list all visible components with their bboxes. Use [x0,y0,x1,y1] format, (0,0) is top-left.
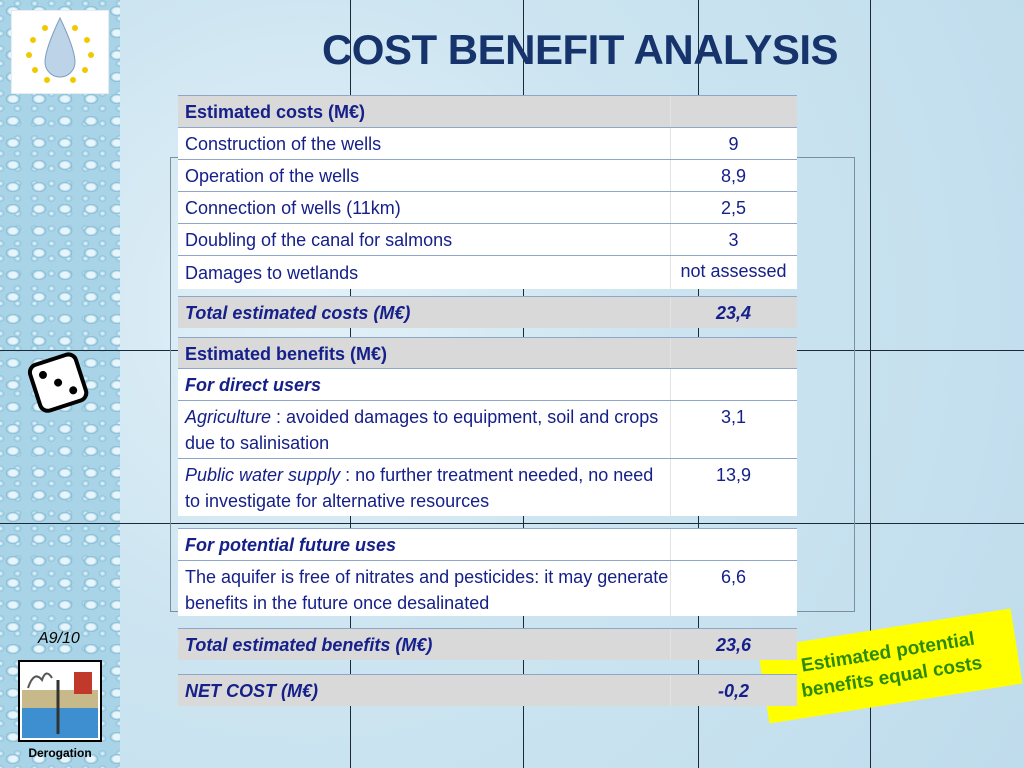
column-separator [670,529,671,560]
row-label: Estimated costs (M€) [185,99,670,125]
label-text: Construction of the wells [185,134,382,154]
row-label: Public water supply : no further treatme… [185,462,670,514]
table-row: Operation of the wells 8,9 [178,159,797,191]
label-text: : no further treatment needed, no need t… [185,465,654,511]
table-row: Construction of the wells 9 [178,127,797,159]
column-separator [670,629,671,660]
label-text: For potential future uses [185,535,397,555]
column-separator [670,459,671,516]
table-row: Doubling of the canal for salmons 3 [178,223,797,255]
label-text: Estimated costs (M€) [185,102,366,122]
row-label: Estimated benefits (M€) [185,341,670,367]
row-value: 3 [728,230,739,250]
row-value: 2,5 [720,198,747,218]
column-separator [670,256,671,289]
label-text: Doubling of the canal for salmons [185,230,453,250]
eu-logo [11,10,109,94]
row-value: 13,9 [715,465,752,485]
table-row: The aquifer is free of nitrates and pest… [178,560,797,616]
callout: Estimated potential benefits equal costs [757,608,1023,724]
table-row: For direct users [178,368,797,400]
table-row: Total estimated benefits (M€) 23,6 [178,628,797,660]
label-text: Connection of wells (11km) [185,198,401,218]
row-label: Total estimated benefits (M€) [185,632,670,658]
derogation-logo [18,660,102,742]
row-value: 9 [728,134,739,154]
column-separator [670,401,671,458]
row-label: Construction of the wells [185,131,670,157]
column-separator [670,128,671,159]
column-separator [670,160,671,191]
row-label: Damages to wetlands [185,260,670,286]
row-label: Operation of the wells [185,163,670,189]
row-label: Doubling of the canal for salmons [185,227,670,253]
table-row: Damages to wetlands not assessed [178,255,797,289]
label-text: Agriculture [185,407,272,427]
label-text: For direct users [185,375,322,395]
table-row: For potential future uses [178,528,797,560]
column-separator [670,338,671,368]
dice-icon [27,352,89,413]
row-label: The aquifer is free of nitrates and pest… [185,564,670,616]
row-label: NET COST (M€) [185,678,670,704]
label-text: Public water supply [185,465,341,485]
label-text: Damages to wetlands [185,263,359,283]
row-label: For potential future uses [185,532,670,558]
row-value: 6,6 [720,567,747,587]
label-text: : avoided damages to equipment, soil and… [185,407,659,453]
table-row: Estimated benefits (M€) [178,337,797,368]
logo-caption: Derogation [28,746,92,760]
label-text: NET COST (M€) [185,681,318,701]
column-separator [670,369,671,400]
row-value: -0,2 [717,681,750,701]
table-row: NET COST (M€) -0,2 [178,674,797,706]
row-value: not assessed [680,261,787,281]
row-label: Total estimated costs (M€) [185,300,670,326]
table-row: Total estimated costs (M€) 23,4 [178,296,797,328]
row-value: 23,4 [715,303,752,323]
table-row: Estimated costs (M€) [178,95,797,127]
table-row: Connection of wells (11km) 2,5 [178,191,797,223]
table-row: Agriculture : avoided damages to equipme… [178,400,797,458]
row-label: Connection of wells (11km) [185,195,670,221]
column-separator [670,561,671,616]
label-text: Estimated benefits (M€) [185,343,388,364]
row-value: 8,9 [720,166,747,186]
label-text: Total estimated costs (M€) [185,303,411,323]
slide-number: A9/10 [38,630,80,647]
title: COST BENEFIT ANALYSIS [321,26,839,73]
row-label: Agriculture : avoided damages to equipme… [185,404,670,456]
row-value: 23,6 [715,635,752,655]
row-label: For direct users [185,372,670,398]
label-text: The aquifer is free of nitrates and pest… [185,567,669,613]
guide-line [870,0,871,768]
column-separator [670,192,671,223]
column-separator [670,675,671,706]
column-separator [670,297,671,328]
guide-line [0,523,1024,524]
column-separator [670,224,671,255]
column-separator [670,96,671,127]
table-row: Public water supply : no further treatme… [178,458,797,516]
label-text: Total estimated benefits (M€) [185,635,433,655]
row-value: 3,1 [720,407,747,427]
label-text: Operation of the wells [185,166,360,186]
